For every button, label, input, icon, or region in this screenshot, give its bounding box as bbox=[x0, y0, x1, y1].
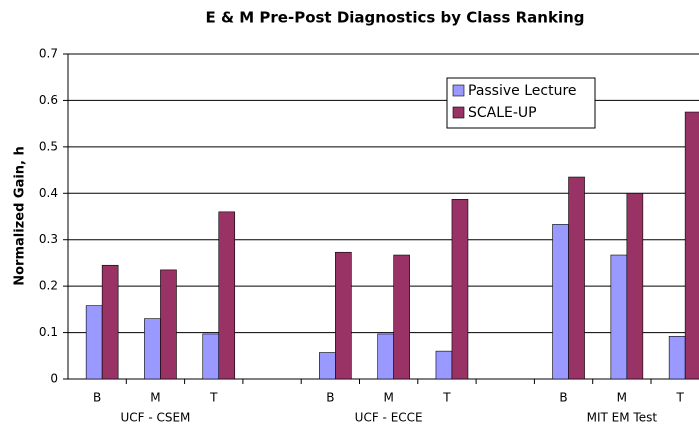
bar bbox=[160, 269, 177, 380]
x-tick-label: M bbox=[383, 391, 393, 405]
y-tick-label: 0.6 bbox=[39, 93, 58, 107]
y-tick-label: 0.3 bbox=[39, 232, 58, 246]
bar bbox=[218, 211, 236, 380]
group-label: UCF - ECCE bbox=[355, 411, 423, 425]
bar bbox=[568, 176, 585, 380]
bar bbox=[435, 350, 453, 380]
legend-label: Passive Lecture bbox=[468, 83, 577, 99]
x-tick-label: B bbox=[559, 391, 567, 405]
y-tick-label: 0.7 bbox=[39, 47, 58, 61]
bar bbox=[668, 335, 686, 380]
x-tick-label: T bbox=[675, 391, 684, 405]
bar bbox=[684, 111, 699, 380]
bar bbox=[626, 192, 644, 380]
bar bbox=[319, 352, 336, 380]
x-tick-label: T bbox=[442, 391, 451, 405]
bar bbox=[377, 333, 394, 380]
bar bbox=[451, 199, 469, 380]
x-tick-label: B bbox=[326, 391, 334, 405]
x-tick-label: M bbox=[150, 391, 160, 405]
group-label: UCF - CSEM bbox=[120, 411, 190, 425]
chart-title: E & M Pre-Post Diagnostics by Class Rank… bbox=[205, 9, 584, 27]
legend-swatch bbox=[452, 84, 465, 97]
bar bbox=[393, 254, 410, 380]
y-tick-label: 0.1 bbox=[39, 325, 58, 339]
y-tick-label: 0.2 bbox=[39, 279, 58, 293]
bar bbox=[335, 251, 352, 380]
legend-swatch bbox=[452, 106, 465, 119]
x-tick-label: B bbox=[93, 391, 101, 405]
x-tick-label: T bbox=[209, 391, 218, 405]
y-axis-label: Normalized Gain, h bbox=[13, 146, 28, 286]
bar bbox=[101, 264, 119, 380]
group-label: MIT EM Test bbox=[587, 411, 658, 425]
bar bbox=[144, 318, 161, 380]
legend-box bbox=[446, 77, 596, 129]
bar bbox=[552, 224, 569, 380]
bar bbox=[85, 305, 103, 380]
y-tick-label: 0 bbox=[50, 372, 58, 386]
bar bbox=[202, 333, 220, 380]
y-tick-label: 0.5 bbox=[39, 139, 58, 153]
y-tick-label: 0.4 bbox=[39, 186, 58, 200]
x-tick-label: M bbox=[617, 391, 627, 405]
bar bbox=[610, 254, 628, 380]
legend-label: SCALE-UP bbox=[468, 105, 537, 121]
